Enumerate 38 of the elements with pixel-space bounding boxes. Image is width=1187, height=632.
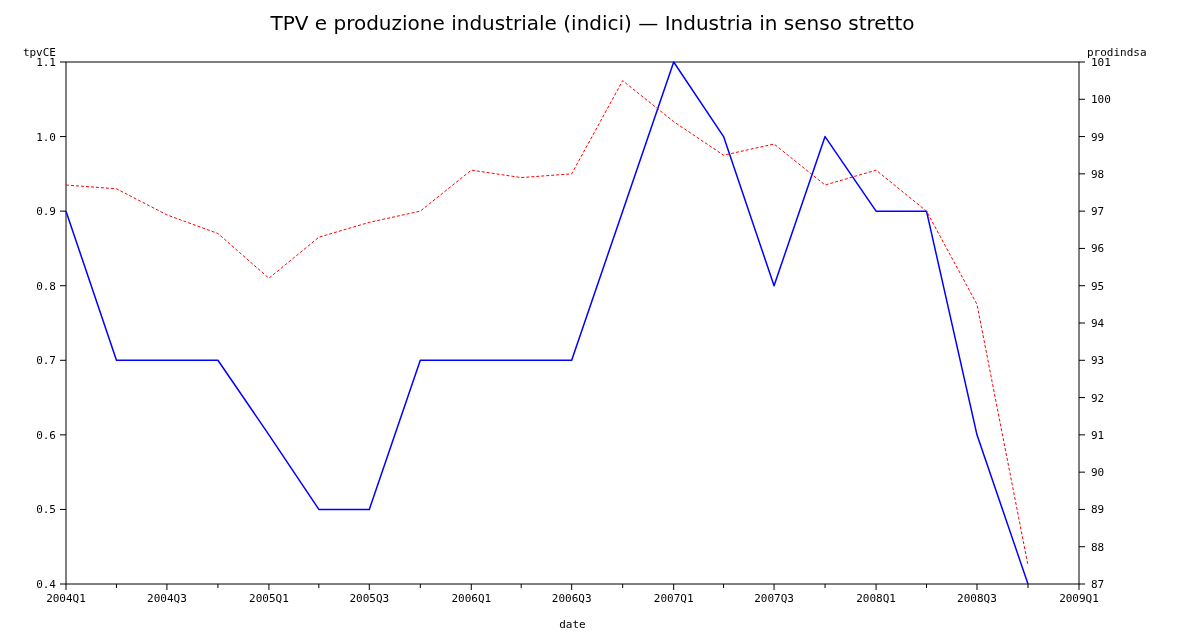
y-axis-title: tpvCE — [22, 46, 56, 59]
y2-tick-label: 95 — [1091, 279, 1105, 293]
y-tick-label: 1.1 — [36, 56, 56, 69]
x-tick-label: 2005Q3 — [349, 592, 390, 605]
y-tick-label: 0.7 — [36, 354, 56, 368]
y-tick-label: 0.6 — [36, 428, 56, 442]
y2-tick-label: 96 — [1091, 242, 1105, 256]
y2-tick-label: 93 — [1091, 354, 1105, 368]
x-tick-label: 2004Q3 — [147, 592, 187, 605]
y-tick-label: 1.0 — [36, 130, 56, 144]
x-tick-label: 2004Q1 — [46, 592, 86, 605]
x-tick-label: 2007Q1 — [653, 592, 694, 605]
y-tick-label: 0.8 — [36, 279, 56, 293]
x-tick-label: 2008Q1 — [856, 592, 896, 605]
y2-axis-title: prodindsa — [1087, 46, 1147, 59]
y2-tick-label: 87 — [1091, 578, 1105, 591]
x-axis-title: date — [559, 618, 586, 631]
x-tick-label: 2006Q1 — [451, 592, 492, 605]
y2-tick-label: 100 — [1091, 93, 1111, 107]
y-tick-label: 0.9 — [36, 205, 56, 219]
x-tick-label: 2009Q1 — [1059, 592, 1099, 605]
y2-tick-label: 101 — [1091, 56, 1111, 69]
y2-tick-label: 88 — [1091, 540, 1105, 554]
y-tick-label: 0.5 — [36, 503, 56, 517]
x-tick-label: 2005Q1 — [249, 592, 289, 605]
y2-tick-label: 91 — [1091, 428, 1105, 442]
y2-tick-label: 90 — [1091, 466, 1105, 480]
y2-tick-label: 99 — [1091, 130, 1105, 144]
y2-tick-label: 92 — [1091, 391, 1105, 405]
x-tick-label: 2007Q3 — [754, 592, 794, 605]
y2-tick-label: 98 — [1091, 167, 1105, 181]
x-tick-label: 2008Q3 — [957, 592, 997, 605]
y2-tick-label: 97 — [1091, 205, 1105, 219]
x-tick-label: 2006Q3 — [551, 592, 592, 605]
chart-title: TPV e produzione industriale (indici) — Industria in senso stretto — [269, 11, 915, 35]
y2-tick-label: 89 — [1091, 503, 1105, 517]
y2-tick-label: 94 — [1091, 317, 1105, 330]
y-tick-label: 0.4 — [36, 578, 57, 591]
